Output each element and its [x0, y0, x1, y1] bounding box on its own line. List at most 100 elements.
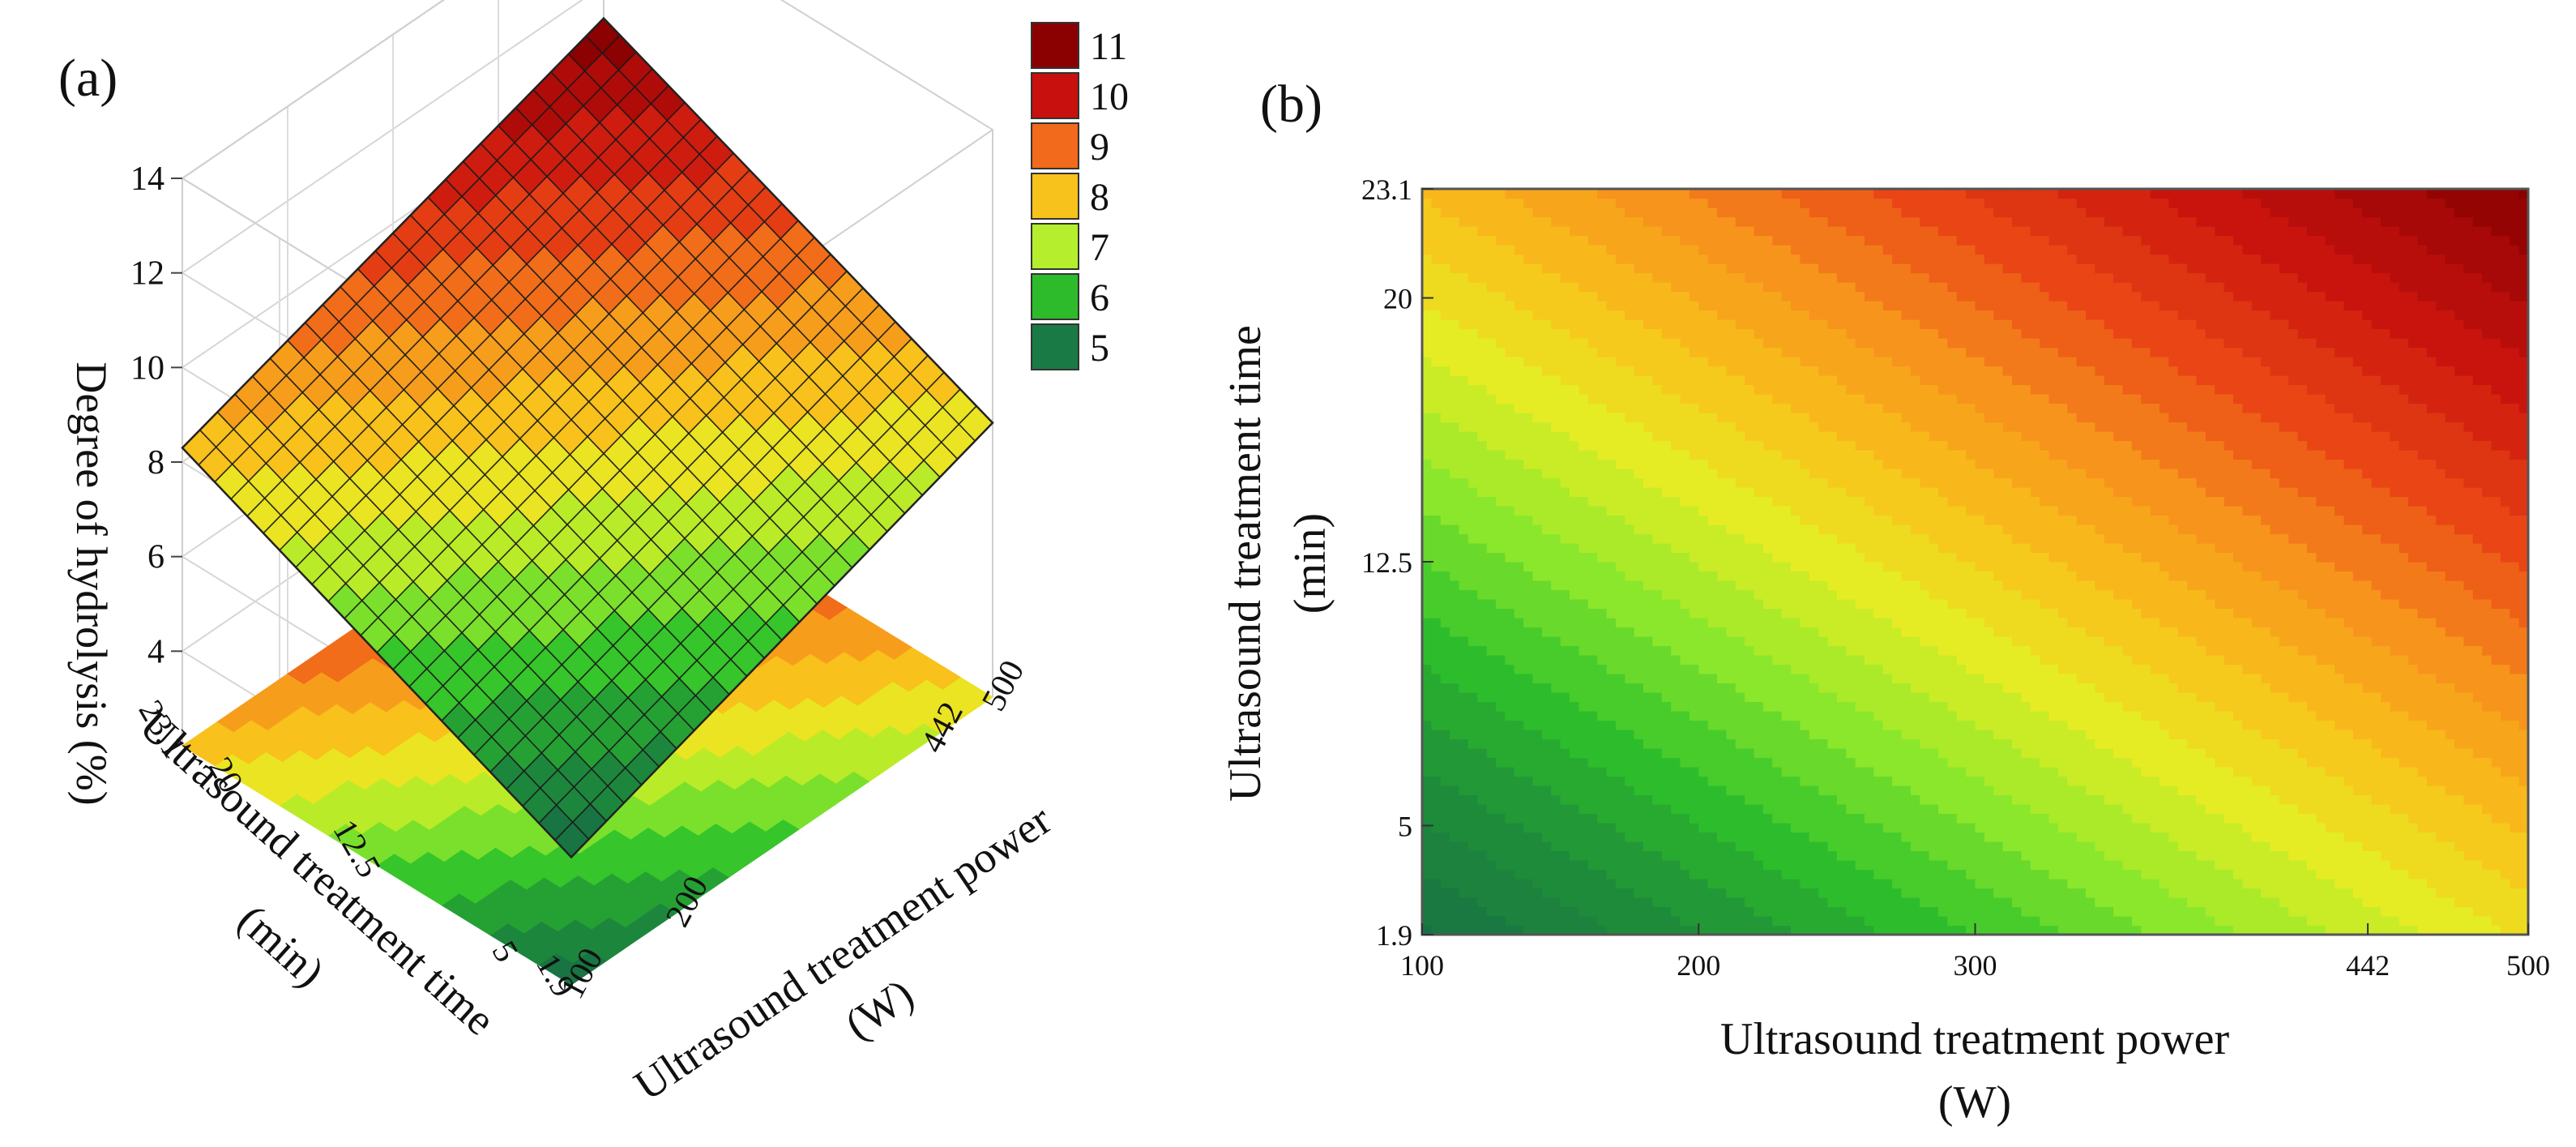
contour-cell: [1726, 692, 1737, 703]
contour-cell: [1523, 552, 1534, 563]
contour-cell: [1459, 748, 1469, 759]
contour-cell: [1836, 804, 1847, 815]
contour-cell: [1707, 841, 1718, 852]
contour-cell: [1606, 319, 1617, 330]
contour-cell: [1532, 794, 1543, 805]
contour-cell: [1707, 310, 1718, 320]
contour-cell: [1560, 580, 1570, 591]
contour-cell: [1754, 226, 1764, 237]
contour-cell: [1422, 403, 1432, 413]
contour-cell: [1680, 477, 1690, 488]
contour-cell: [1809, 319, 1819, 330]
contour-cell: [1643, 720, 1653, 730]
contour-cell: [1615, 636, 1625, 647]
contour-cell: [1625, 431, 1635, 442]
contour-cell: [1726, 524, 1737, 535]
contour-cell: [1661, 823, 1672, 833]
contour-cell: [1707, 692, 1718, 703]
contour-cell: [1570, 469, 1579, 479]
contour-cell: [1467, 272, 1478, 283]
contour-cell: [1551, 208, 1561, 218]
contour-cell: [1450, 282, 1460, 293]
contour-cell: [1422, 785, 1432, 796]
contour-cell: [1551, 235, 1561, 246]
contour-cell: [1680, 357, 1690, 367]
contour-cell: [1477, 216, 1488, 227]
contour-cell: [1625, 888, 1635, 898]
contour-cell: [1597, 804, 1608, 815]
contour-cell: [1634, 916, 1644, 927]
contour-cell: [1762, 627, 1773, 637]
contour-cell: [1717, 776, 1727, 786]
contour-cell: [1754, 216, 1764, 227]
contour-cell: [1523, 310, 1534, 320]
contour-cell: [1689, 198, 1699, 208]
contour-cell: [1809, 813, 1819, 824]
contour-cell: [1597, 589, 1608, 600]
contour-cell: [1772, 692, 1783, 703]
contour-cell: [1459, 263, 1469, 274]
contour-cell: [1486, 571, 1497, 581]
contour-cell: [1431, 310, 1442, 320]
contour-cell: [1827, 515, 1838, 525]
contour-cell: [1809, 720, 1819, 730]
contour-cell: [1745, 506, 1755, 516]
contour-cell: [1781, 198, 1792, 208]
contour-cell: [1791, 757, 1801, 768]
contour-cell: [1505, 235, 1515, 246]
contour-cell: [1735, 469, 1745, 479]
contour-cell: [1477, 692, 1488, 703]
contour-cell: [1836, 655, 1847, 666]
contour-cell: [1560, 347, 1570, 357]
contour-cell: [1578, 272, 1589, 283]
contour-cell: [1836, 328, 1847, 339]
contour-cell: [1450, 515, 1460, 525]
contour-cell: [1634, 850, 1644, 861]
contour-cell: [1541, 748, 1552, 759]
contour-cell: [1597, 533, 1608, 544]
contour-cell: [1450, 310, 1460, 320]
contour-cell: [1671, 450, 1681, 460]
contour-cell: [1505, 794, 1515, 805]
contour-cell: [1717, 506, 1727, 516]
z-tick-label: 8: [147, 444, 164, 481]
contour-cell: [1634, 291, 1644, 302]
contour-cell: [1836, 562, 1847, 572]
contour-cell: [1818, 897, 1829, 908]
contour-cell: [1791, 543, 1801, 554]
contour-cell: [1625, 459, 1635, 469]
contour-cell: [1827, 692, 1838, 703]
contour-cell: [1477, 338, 1488, 349]
contour-cell: [1625, 357, 1635, 367]
contour-cell: [1827, 832, 1838, 842]
contour-cell: [1496, 757, 1506, 768]
contour-cell: [1745, 664, 1755, 674]
contour-cell: [1625, 720, 1635, 730]
contour-cell: [1671, 375, 1681, 386]
contour-cell: [1541, 533, 1552, 544]
contour-cell: [1496, 226, 1506, 237]
contour-cell: [1707, 431, 1718, 442]
contour-cell: [1450, 738, 1460, 749]
contour-cell: [1846, 748, 1856, 759]
contour-cell: [1754, 245, 1764, 255]
contour-cell: [1551, 375, 1561, 386]
contour-cell: [1846, 813, 1856, 824]
contour-cell: [1450, 216, 1460, 227]
contour-cell: [1431, 692, 1442, 703]
contour-cell: [1707, 413, 1718, 423]
contour-cell: [1717, 850, 1727, 861]
contour-cell: [1570, 431, 1579, 442]
contour-cell: [1652, 655, 1663, 666]
contour-cell: [1809, 440, 1819, 451]
contour-cell: [1541, 189, 1552, 199]
contour-cell: [1440, 469, 1450, 479]
contour-cell: [1707, 533, 1718, 544]
contour-cell: [1800, 589, 1810, 600]
contour-cell: [1827, 310, 1838, 320]
contour-cell: [1698, 785, 1709, 796]
contour-cell: [1791, 208, 1801, 218]
contour-cell: [1791, 263, 1801, 274]
contour-cell: [1514, 664, 1524, 674]
contour-cell: [1560, 422, 1570, 432]
